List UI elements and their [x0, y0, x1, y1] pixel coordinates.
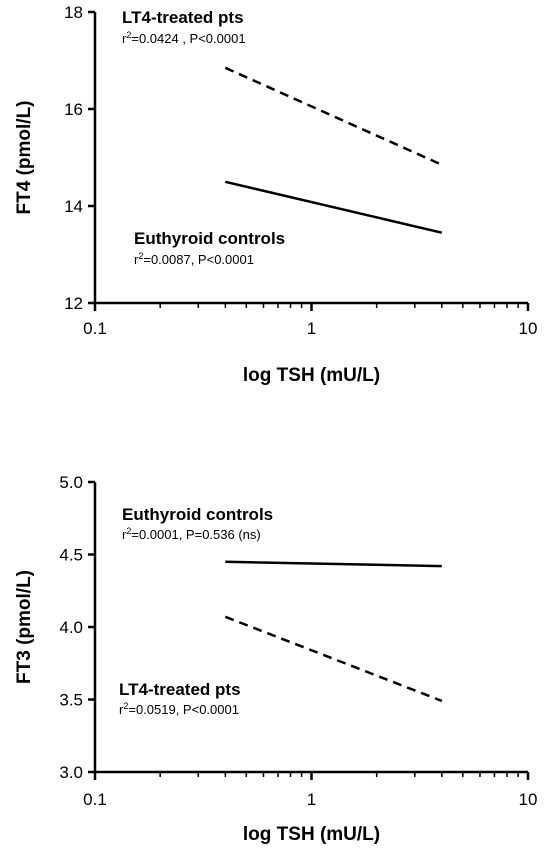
y-tick-label: 16	[64, 100, 83, 119]
y-tick-label: 14	[64, 197, 83, 216]
x-tick-label: 10	[519, 790, 538, 809]
annotation-title: Euthyroid controls	[134, 229, 285, 248]
y-tick-label: 4.0	[59, 618, 83, 637]
annotation-stat: r2=0.0519, P<0.0001	[119, 701, 239, 717]
y-axis-title: FT4 (pmol/L)	[14, 101, 35, 215]
y-axis-title: FT3 (pmol/L)	[14, 570, 35, 684]
y-tick-label: 4.5	[59, 546, 83, 565]
y-tick-label: 3.5	[59, 691, 83, 710]
y-tick-label: 12	[64, 294, 83, 313]
y-tick-label: 18	[64, 3, 83, 22]
annotation-title: LT4-treated pts	[122, 8, 244, 27]
annotation-title: Euthyroid controls	[122, 505, 273, 524]
x-axis-title: log TSH (mU/L)	[243, 824, 380, 845]
x-tick-label: 1	[307, 790, 316, 809]
chart-2: 3.0 3.5 4.0 4.5 5.0 0.1 1 10 log TSH (mU/L) FT3 (…	[14, 473, 537, 845]
x-tick-label: 0.1	[83, 319, 107, 338]
x-axis-title: log TSH (mU/L)	[243, 365, 380, 386]
x-tick-label: 0.1	[83, 790, 107, 809]
series-line-solid	[225, 180, 443, 234]
annotation-title: LT4-treated pts	[119, 680, 241, 699]
annotation-stat: r2=0.0087, P<0.0001	[134, 251, 254, 267]
series-line-solid	[225, 560, 442, 568]
x-tick-label: 1	[307, 319, 316, 338]
series-line-dashed	[224, 615, 443, 703]
series-line-dashed	[224, 66, 443, 166]
x-tick-label: 10	[519, 319, 538, 338]
annotation-stat: r2=0.0001, P=0.536 (ns)	[122, 526, 261, 542]
y-tick-label: 5.0	[59, 473, 83, 492]
y-tick-label: 3.0	[59, 763, 83, 782]
chart-1: 12 14 16 18 0.1 1 10 log TSH (mU/L) FT4 (pmol/L)…	[14, 3, 537, 386]
annotation-stat: r2=0.0424 , P<0.0001	[122, 30, 246, 46]
